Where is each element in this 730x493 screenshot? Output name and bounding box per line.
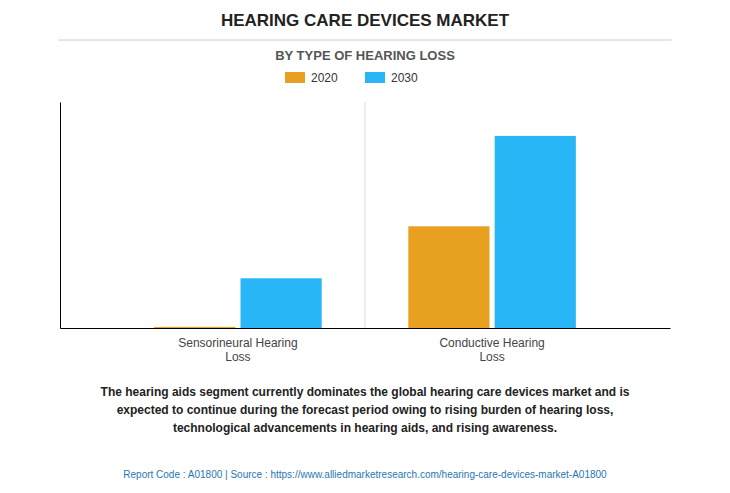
x-tick-label: Conductive HearingLoss	[439, 336, 544, 364]
plot: Sensorineural HearingLossConductive Hear…	[61, 102, 671, 364]
group-separator	[365, 102, 366, 328]
x-axis: Sensorineural HearingLossConductive Hear…	[61, 329, 671, 364]
chart: HEARING CARE DEVICES MARKET BY TYPE OF HE…	[0, 0, 730, 493]
legend-swatch	[365, 72, 385, 83]
annotation-line: Report Code : A01800 | Source : https://…	[123, 469, 607, 480]
title: HEARING CARE DEVICES MARKET	[221, 11, 510, 30]
bar	[495, 136, 576, 328]
y-axis	[60, 103, 61, 329]
legend-label: 2030	[391, 71, 418, 85]
bars	[154, 136, 576, 328]
legend-swatch	[285, 72, 305, 83]
y-axis-line	[60, 103, 61, 329]
x-tick-label-line: Conductive Hearing	[439, 336, 544, 350]
footer: Report Code : A01800 | Source : https://…	[123, 469, 607, 480]
bar-series	[154, 226, 489, 328]
x-tick: Sensorineural HearingLoss	[178, 336, 297, 364]
annotation-line: technological advancements in hearing ai…	[173, 421, 557, 435]
bar	[408, 226, 489, 328]
x-tick-label-line: Loss	[479, 350, 504, 364]
bar	[241, 278, 322, 328]
x-axis-line	[61, 328, 671, 329]
legend-label: 2020	[311, 71, 338, 85]
legend: 2020 2030	[285, 71, 418, 85]
subtitle: BY TYPE OF HEARING LOSS	[275, 48, 455, 63]
x-tick: Conductive HearingLoss	[439, 336, 544, 364]
x-tick-label-line: Sensorineural Hearing	[178, 336, 297, 350]
bar-series	[241, 136, 576, 328]
x-tick-label-line: Loss	[225, 350, 250, 364]
bar	[154, 327, 235, 328]
annotation-line: expected to continue during the forecast…	[117, 403, 614, 417]
x-tick-label: Sensorineural HearingLoss	[178, 336, 297, 364]
note: The hearing aids segment currently domin…	[101, 385, 630, 435]
legend-item: 2030	[365, 71, 418, 85]
legend-item: 2020	[285, 71, 338, 85]
annotation-line: The hearing aids segment currently domin…	[101, 385, 630, 399]
title-rule	[58, 40, 671, 41]
